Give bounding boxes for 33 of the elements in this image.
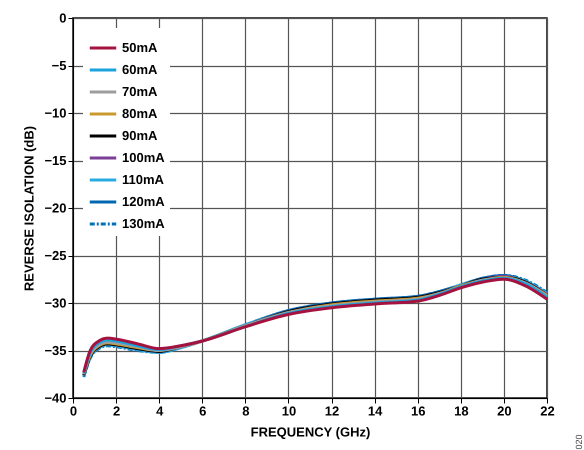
x-tick-label: 22: [540, 404, 555, 418]
x-tick-label: 18: [454, 404, 469, 418]
x-tick-label: 10: [282, 404, 296, 418]
x-tick-label: 2: [112, 404, 120, 418]
legend-label: 110mA: [122, 172, 165, 187]
legend-label: 100mA: [122, 150, 166, 165]
y-tick-label: −10: [44, 106, 66, 120]
x-tick-label: 14: [368, 404, 384, 418]
x-tick-label: 8: [242, 404, 250, 418]
x-tick-label: 4: [156, 404, 164, 418]
legend-label: 90mA: [122, 128, 158, 143]
y-tick-label: −25: [44, 248, 66, 263]
y-tick-label: −40: [44, 390, 66, 406]
y-axis-title: REVERSE ISOLATION (dB): [21, 126, 36, 292]
x-tick-label: 0: [70, 404, 78, 418]
y-tick-label: −5: [52, 58, 66, 73]
legend-label: 70mA: [122, 84, 158, 99]
x-tick-label: 20: [497, 404, 512, 418]
legend-label: 80mA: [122, 106, 158, 121]
x-axis-title: FREQUENCY (GHz): [250, 424, 370, 440]
y-tick-label: −20: [44, 200, 66, 216]
x-tick-label: 6: [199, 404, 206, 418]
legend-label: 50mA: [122, 40, 158, 55]
legend-label: 60mA: [122, 62, 158, 77]
x-tick-label: 12: [324, 404, 340, 418]
y-tick-label: −35: [44, 343, 66, 358]
y-tick-label: 0: [59, 10, 66, 26]
legend-label: 130mA: [122, 216, 166, 231]
text: 020: [574, 434, 584, 450]
y-tick-label: −15: [44, 153, 66, 168]
x-tick-label: 16: [410, 404, 426, 418]
legend-label: 120mA: [122, 194, 166, 209]
y-tick-label: −30: [44, 296, 66, 310]
